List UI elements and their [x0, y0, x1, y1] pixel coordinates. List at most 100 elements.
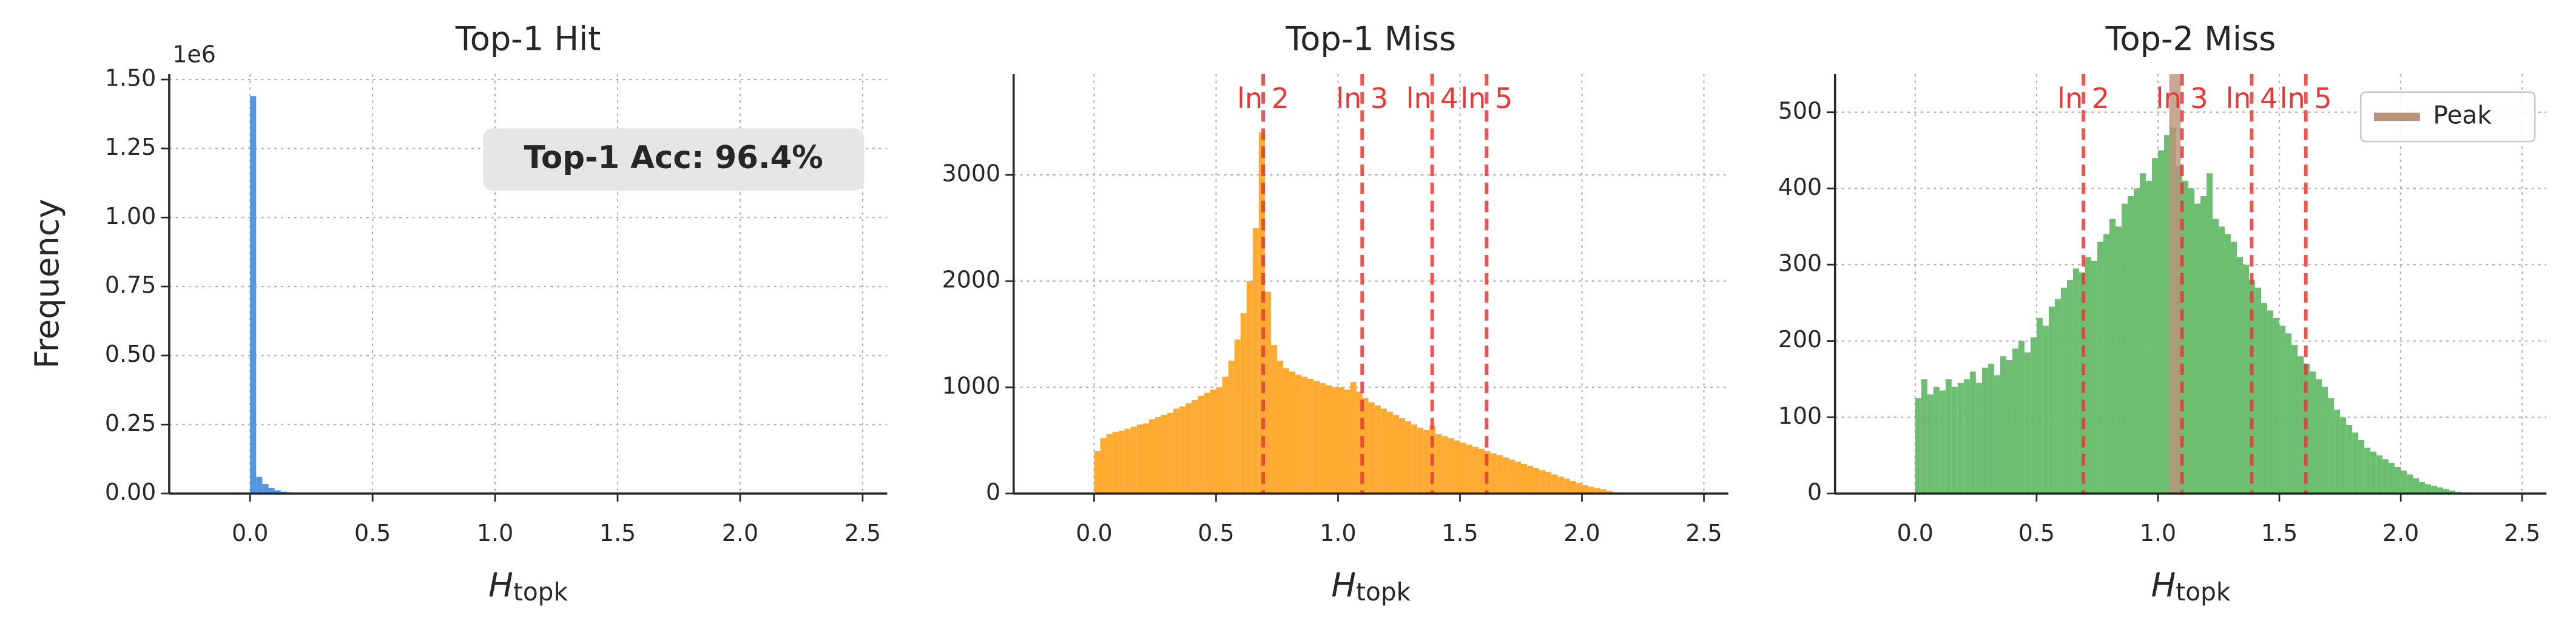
- y-tick-label: 200: [1778, 326, 1822, 353]
- histogram-bar: [1969, 371, 1976, 494]
- y-tick-label: 1000: [942, 373, 1000, 399]
- histogram-bar: [1551, 474, 1558, 494]
- histogram-bar: [2115, 226, 2122, 494]
- histogram-bar: [2000, 356, 2006, 494]
- x-tick-label: 1.0: [2140, 520, 2176, 546]
- histogram-bar: [1411, 424, 1418, 494]
- histogram-bar: [1124, 429, 1131, 494]
- histogram-bar: [1398, 418, 1406, 494]
- histogram-bar: [1240, 313, 1247, 494]
- x-tick-label: 1.5: [2261, 520, 2298, 546]
- y-tick-label: 1.50: [105, 65, 156, 92]
- histogram-bar: [1344, 389, 1350, 494]
- histogram-bar: [256, 477, 263, 494]
- reference-label: ln 4: [1406, 82, 1458, 115]
- histogram-bar: [2109, 219, 2116, 494]
- histogram-bar: [2401, 470, 2407, 494]
- histogram-bar: [1927, 394, 1934, 494]
- histogram-bar: [1490, 453, 1497, 494]
- histogram-bar: [1441, 436, 1448, 494]
- y-tick-label: 1.25: [105, 134, 156, 160]
- histogram-bar: [2188, 188, 2194, 494]
- histogram-bar: [2163, 135, 2170, 494]
- histogram-bar: [1362, 398, 1369, 494]
- y-tick-label: 100: [1778, 402, 1822, 429]
- histogram-bar: [1533, 467, 1540, 494]
- histogram-bar: [2042, 325, 2049, 494]
- histogram-bar: [1094, 450, 1101, 494]
- histogram-bar: [2139, 173, 2146, 494]
- histogram-bar: [2340, 417, 2347, 494]
- x-axis-label-sub: topk: [1356, 577, 1411, 606]
- histogram-bar: [1350, 382, 1357, 494]
- y-tick-label: 0.25: [105, 410, 156, 436]
- reference-label: ln 5: [1460, 82, 1512, 115]
- histogram-bar: [2243, 265, 2250, 494]
- histogram-bar: [1380, 409, 1387, 494]
- x-tick-label: 0.0: [1897, 520, 1934, 546]
- histogram-bar: [2225, 234, 2231, 494]
- histogram-bar: [1301, 376, 1308, 494]
- histogram-bar: [2006, 360, 2012, 494]
- histogram-bar: [2145, 180, 2152, 494]
- histogram-bar: [2346, 424, 2353, 494]
- histogram-bar: [1386, 412, 1393, 494]
- histogram-bar: [1460, 442, 1466, 494]
- histogram-bar: [2219, 226, 2225, 494]
- y-tick-label: 3000: [942, 160, 1000, 187]
- y-tick-label: 0.00: [105, 478, 156, 505]
- reference-label: ln 2: [1237, 82, 1289, 115]
- histogram-bar: [1276, 361, 1284, 494]
- chart-title: Top-1 Miss: [1285, 19, 1456, 58]
- y-tick-label: 0.50: [105, 341, 156, 367]
- histogram-bar: [1228, 361, 1235, 494]
- histogram-bar: [1332, 387, 1338, 494]
- histogram-bar: [1417, 427, 1424, 494]
- histogram-bar: [1545, 472, 1552, 494]
- x-tick-label: 0.5: [2018, 520, 2055, 546]
- histogram-bar: [2370, 451, 2377, 494]
- x-tick-label: 2.5: [1685, 520, 1722, 546]
- histogram-bar: [1520, 463, 1528, 494]
- histogram-bar: [2382, 459, 2389, 494]
- histogram-bar: [250, 96, 257, 494]
- histogram-bar: [2437, 487, 2444, 494]
- histogram-bar: [1539, 470, 1546, 494]
- histogram-bar: [1307, 379, 1314, 494]
- histogram-bar: [1963, 379, 1970, 494]
- x-axis-label-sub: topk: [2176, 577, 2231, 606]
- histogram-bar: [1570, 480, 1576, 494]
- histogram-bar: [2237, 257, 2244, 494]
- histogram-bar: [1557, 476, 1564, 494]
- reference-label: ln 2: [2057, 82, 2109, 115]
- histogram-bar: [1594, 488, 1600, 494]
- x-axis-label: Htopk: [1331, 566, 1411, 606]
- histogram-bar: [1234, 339, 1241, 494]
- histogram-bar: [2352, 432, 2359, 494]
- histogram-bar: [1588, 486, 1594, 494]
- histogram-bar: [1264, 291, 1271, 494]
- histogram-bar: [2358, 440, 2365, 494]
- histogram-bar: [2066, 280, 2073, 494]
- histogram-bar: [1338, 387, 1344, 494]
- histogram-bar: [1320, 383, 1326, 494]
- chart-title: Top-2 Miss: [2105, 19, 2276, 58]
- x-tick-label: 0.5: [354, 520, 391, 546]
- chart-title: Top-1 Hit: [455, 19, 601, 58]
- histogram-bar: [1283, 368, 1290, 494]
- x-tick-label: 2.0: [2382, 520, 2419, 546]
- histogram-bar: [2255, 287, 2262, 494]
- y-tick-label: 0.75: [105, 271, 156, 298]
- reference-label: ln 4: [2225, 82, 2278, 115]
- histogram-bar: [1466, 444, 1472, 494]
- y-tick-label: 500: [1778, 97, 1822, 124]
- histogram-bar: [1981, 367, 1988, 494]
- histogram-bar: [1198, 396, 1204, 494]
- x-axis-label-main: H: [2151, 566, 2176, 604]
- histogram-bar: [1392, 415, 1399, 494]
- histogram-bar: [1295, 375, 1302, 494]
- histogram-bar: [2157, 150, 2164, 494]
- histogram-bar: [2018, 341, 2025, 494]
- x-tick-label: 2.5: [2504, 520, 2540, 546]
